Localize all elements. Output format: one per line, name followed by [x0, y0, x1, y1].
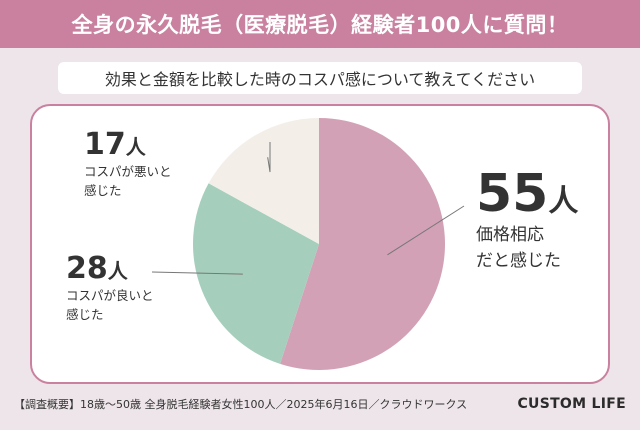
slice-label-0: 55人 価格相応 だと感じた — [476, 166, 578, 274]
survey-note: 【調査概要】18歳～50歳 全身脱毛経験者女性100人／2025年6月16日／ク… — [14, 398, 468, 411]
slice-unit-2: 人 — [125, 135, 146, 159]
pie-chart — [151, 118, 465, 370]
page-title: 全身の永久脱毛（医療脱毛）経験者100人に質問！ — [71, 13, 569, 37]
pie-slice-1 — [193, 183, 319, 364]
question-box: 効果と金額を比較した時のコスパ感について教えてください — [58, 62, 582, 94]
footer: 【調査概要】18歳～50歳 全身脱毛経験者女性100人／2025年6月16日／ク… — [14, 396, 626, 412]
leader-line-1 — [151, 271, 243, 275]
slice-value-0: 55 — [476, 164, 549, 224]
chart-card: 55人 価格相応 だと感じた 28人 コスパが良いと 感じた 17人 コスパが悪… — [30, 104, 610, 384]
question-text: 効果と金額を比較した時のコスパ感について教えてください — [104, 70, 536, 89]
slice-desc-0-line1: 価格相応 — [476, 225, 544, 245]
slice-value-2: 17 — [84, 127, 126, 162]
slice-unit-0: 人 — [548, 184, 579, 219]
slice-label-2: 17人 コスパが悪いと 感じた — [84, 128, 172, 200]
slice-desc-2-line2: 感じた — [84, 183, 122, 198]
slice-unit-1: 人 — [107, 259, 128, 283]
slice-value-1: 28 — [66, 251, 108, 286]
slice-desc-0-line2: だと感じた — [476, 251, 561, 271]
leader-line-2 — [267, 142, 271, 173]
slice-label-1: 28人 コスパが良いと 感じた — [66, 252, 154, 324]
leader-line-0 — [387, 205, 465, 256]
brand-logo: CUSTOM LIFE — [517, 396, 626, 412]
slice-desc-1-line1: コスパが良いと — [66, 288, 154, 303]
slice-desc-2-line1: コスパが悪いと — [84, 164, 172, 179]
pie-slice-0 — [280, 118, 445, 370]
slice-desc-1-line2: 感じた — [66, 307, 104, 322]
pie-slice-2 — [208, 118, 319, 244]
header-band: 全身の永久脱毛（医療脱毛）経験者100人に質問！ — [0, 0, 640, 48]
